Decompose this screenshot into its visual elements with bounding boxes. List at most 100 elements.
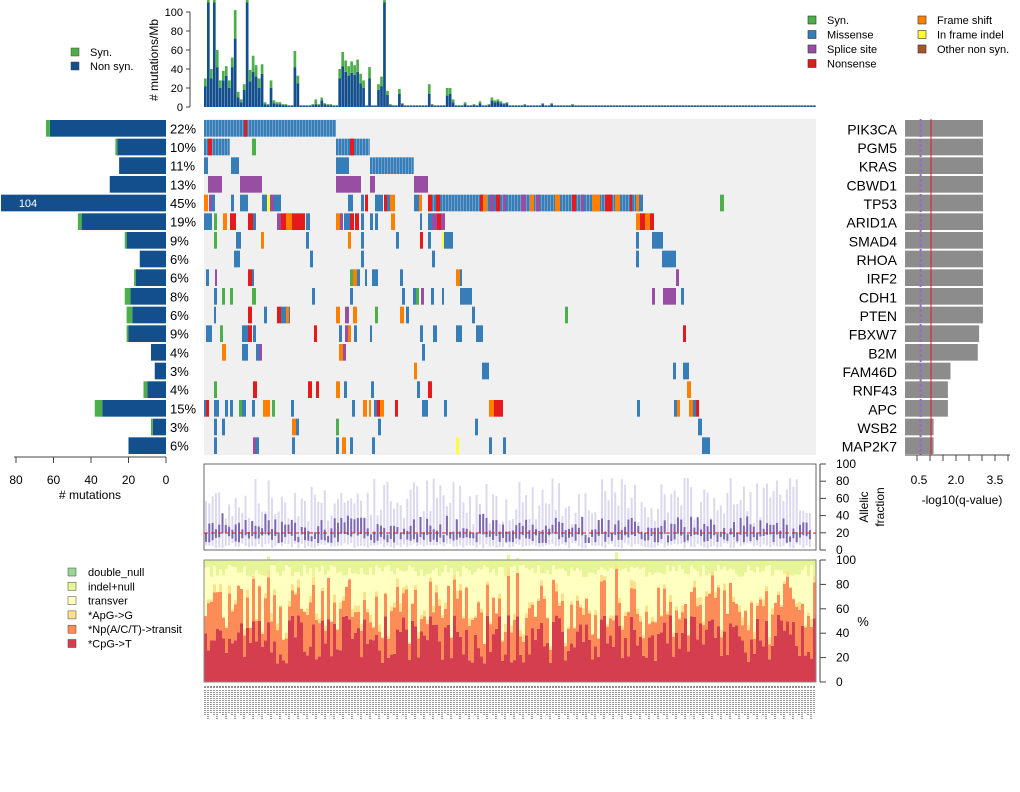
- spectrum-cpg: [759, 640, 763, 682]
- rate-bar-syn: [266, 104, 270, 106]
- spectrum-indel-null: [732, 560, 736, 570]
- matrix-cell: [219, 120, 222, 137]
- spectrum-apg: [702, 621, 706, 626]
- matrix-cell: [587, 194, 590, 212]
- matrix-cell: [306, 120, 309, 137]
- matrix-cell: [352, 400, 355, 417]
- spectrum-np: [648, 624, 652, 638]
- spectrum-cpg: [708, 621, 712, 682]
- spectrum-cpg: [603, 615, 607, 682]
- spectrum-indel-null: [717, 560, 721, 565]
- spectrum-apg: [309, 595, 313, 603]
- spectrum-apg: [441, 615, 445, 619]
- spectrum-apg: [495, 613, 499, 614]
- rate-bar-nonsyn: [547, 106, 551, 107]
- spectrum-transver: [300, 576, 304, 609]
- spectrum-np: [402, 593, 406, 618]
- rate-bar-syn: [481, 105, 485, 107]
- spectrum-indel-null: [561, 560, 565, 569]
- spectrum-indel-null: [468, 560, 472, 571]
- matrix-cell: [599, 194, 602, 212]
- rate-bar-syn: [759, 105, 762, 107]
- rate-bar-nonsyn: [460, 106, 464, 107]
- spectrum-apg: [804, 625, 808, 628]
- spectrum-indel-null: [282, 560, 286, 572]
- rate-bar-nonsyn: [415, 106, 419, 107]
- rate-bar-syn: [699, 105, 703, 107]
- legend-swatch: [70, 61, 80, 71]
- spectrum-transver: [750, 570, 754, 601]
- percent-label: 6%: [170, 252, 189, 267]
- spectrum-cpg: [537, 628, 541, 682]
- spectrum-transver: [501, 567, 505, 641]
- spectrum-np: [588, 613, 592, 640]
- matrix-cell: [494, 194, 497, 212]
- spectrum-apg: [498, 593, 502, 599]
- spectrum-apg: [471, 617, 475, 620]
- rate-bar-nonsyn: [696, 106, 700, 107]
- spectrum-np: [633, 588, 637, 630]
- spectrum-transver: [264, 576, 268, 594]
- matrix-cell: [365, 269, 367, 286]
- matrix-cell: [206, 400, 209, 417]
- spectrum-indel-null: [285, 560, 289, 566]
- matrix-cell: [222, 288, 225, 305]
- spectrum-indel-null: [444, 560, 448, 566]
- rate-bar-syn: [478, 101, 482, 104]
- rate-bar-syn: [335, 105, 339, 107]
- spectrum-np: [306, 614, 310, 656]
- spectrum-indel-null: [708, 560, 712, 574]
- spectrum-np: [498, 598, 502, 617]
- legend-label: Syn.: [90, 47, 112, 59]
- spectrum-transver: [783, 574, 787, 582]
- rate-bar-nonsyn: [583, 106, 586, 107]
- rate-bar-syn: [218, 80, 222, 88]
- spectrum-transver: [651, 574, 655, 618]
- spectrum-indel-null: [735, 560, 739, 575]
- spectrum-cpg: [288, 620, 292, 682]
- matrix-cell: [676, 269, 679, 286]
- rate-bar-nonsyn: [275, 104, 279, 107]
- rate-bar-syn: [293, 50, 297, 68]
- gene-count-bar-nonsyn: [130, 288, 166, 305]
- spectrum-cpg: [792, 621, 796, 682]
- spectrum-np: [468, 625, 472, 661]
- spectrum-np: [510, 632, 514, 663]
- spectrum-apg: [633, 581, 637, 589]
- matrix-cell: [258, 120, 261, 137]
- rate-bar-nonsyn: [726, 106, 730, 107]
- rate-bar-nonsyn: [684, 106, 688, 107]
- matrix-cell: [214, 437, 217, 454]
- spectrum-apg: [462, 616, 466, 619]
- spectrum-indel-null: [783, 560, 787, 575]
- rate-bar-syn: [412, 105, 416, 107]
- rate-bar-nonsyn: [478, 103, 482, 107]
- spectrum-apg: [270, 613, 274, 622]
- spectrum-indel-null: [273, 560, 277, 566]
- spectrum-apg: [732, 596, 736, 602]
- spectrum-transver: [339, 571, 343, 602]
- matrix-cell: [436, 194, 440, 212]
- spectrum-transver: [303, 565, 307, 611]
- rate-bar-nonsyn: [723, 106, 727, 107]
- legend-label: In frame indel: [937, 30, 1004, 42]
- rate-bar-syn: [377, 84, 380, 90]
- spectrum-indel-null: [597, 560, 601, 571]
- rate-bar-nonsyn: [741, 106, 745, 107]
- spectrum-indel-null: [462, 560, 466, 567]
- spectrum-np: [684, 603, 688, 619]
- matrix-cell: [428, 213, 432, 230]
- matrix-cell: [509, 194, 512, 212]
- spectrum-apg: [501, 640, 505, 642]
- spectrum-cpg: [258, 620, 262, 682]
- spectrum-indel-null: [399, 560, 403, 571]
- rate-bar-nonsyn: [332, 106, 336, 107]
- spectrum-transver: [279, 575, 283, 606]
- rate-bar-nonsyn: [427, 93, 431, 107]
- spectrum-transver: [687, 574, 691, 635]
- matrix-cell: [400, 269, 403, 286]
- spectrum-indel-null: [618, 560, 622, 571]
- rate-bar-nonsyn: [780, 106, 783, 107]
- spectrum-transver: [543, 573, 547, 596]
